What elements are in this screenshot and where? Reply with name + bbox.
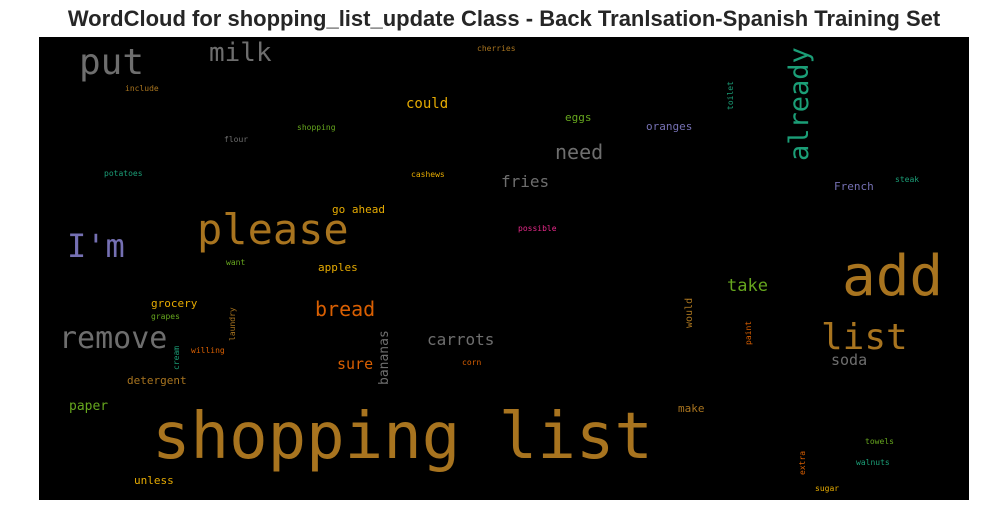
- word-grocery: grocery: [151, 297, 198, 310]
- word-soda: soda: [831, 351, 868, 369]
- word-laundry: laundry: [228, 307, 237, 341]
- word-french: French: [834, 180, 874, 193]
- word-take: take: [727, 276, 768, 296]
- word-detergent: detergent: [127, 374, 187, 387]
- word-sugar: sugar: [815, 484, 840, 493]
- word-apples: apples: [318, 261, 358, 274]
- word-cherries: cherries: [477, 44, 516, 53]
- chart-title: WordCloud for shopping_list_update Class…: [67, 6, 941, 31]
- word-include: include: [125, 84, 159, 93]
- word-carrots: carrots: [427, 330, 495, 349]
- word-flour: flour: [224, 135, 249, 144]
- word-fries: fries: [501, 172, 550, 191]
- word-milk: milk: [209, 38, 272, 68]
- word-list: list: [821, 317, 908, 358]
- word-steak: steak: [895, 175, 920, 184]
- word-toilet: toilet: [726, 81, 735, 110]
- word-bananas: bananas: [377, 330, 392, 385]
- word-possible: possible: [518, 224, 557, 233]
- word-paint: paint: [744, 320, 753, 345]
- word-sure: sure: [337, 355, 374, 373]
- word-walnuts: walnuts: [856, 458, 890, 467]
- word-remove: remove: [59, 321, 168, 356]
- word-go-ahead: go ahead: [332, 203, 385, 216]
- word-unless: unless: [134, 474, 174, 487]
- word-would: would: [684, 297, 695, 328]
- word-want: want: [226, 258, 246, 267]
- word-towels: towels: [865, 437, 894, 446]
- word-already: already: [784, 47, 815, 161]
- word-put: put: [79, 42, 145, 83]
- word-cashews: cashews: [411, 170, 445, 179]
- word-im: I'm: [67, 227, 125, 265]
- word-could: could: [406, 96, 449, 112]
- wordcloud-canvas: shopping list add please list put I'm re…: [39, 37, 969, 500]
- word-corn: corn: [462, 358, 482, 367]
- word-potatoes: potatoes: [104, 169, 143, 178]
- word-need: need: [555, 140, 604, 164]
- word-shopping: shopping: [297, 123, 336, 132]
- word-willing: willing: [191, 346, 225, 355]
- word-add: add: [842, 244, 944, 309]
- word-paper: paper: [69, 399, 109, 414]
- word-oranges: oranges: [646, 120, 693, 133]
- word-shopping-list: shopping list: [152, 400, 653, 474]
- word-extra: extra: [798, 450, 807, 475]
- word-cream: cream: [172, 345, 181, 370]
- word-eggs: eggs: [565, 111, 592, 124]
- word-please: please: [197, 205, 349, 254]
- word-grapes: grapes: [151, 312, 180, 321]
- word-make: make: [678, 402, 705, 415]
- word-bread: bread: [315, 297, 376, 321]
